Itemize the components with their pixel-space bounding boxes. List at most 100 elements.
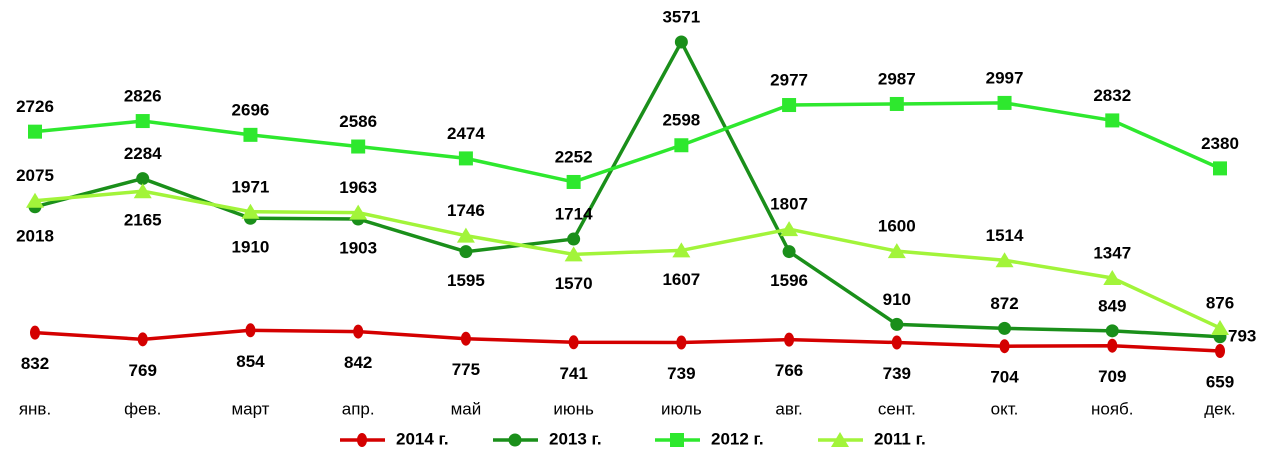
- legend-marker: [670, 433, 684, 447]
- point-marker: [890, 317, 904, 331]
- point-marker: [456, 227, 475, 243]
- point-marker: [780, 221, 799, 237]
- x-tick-label: март: [231, 399, 269, 418]
- data-label: 2284: [124, 144, 162, 163]
- legend-marker: [508, 433, 522, 447]
- point-marker: [241, 203, 260, 219]
- data-label: 1963: [339, 178, 377, 197]
- data-label: 2474: [447, 124, 485, 143]
- x-tick-label: сент.: [878, 399, 916, 418]
- legend-marker: [831, 432, 849, 447]
- point-marker: [784, 332, 795, 347]
- data-label: 739: [883, 364, 911, 383]
- point-marker: [351, 139, 366, 154]
- point-marker: [782, 98, 797, 113]
- data-label: 741: [559, 364, 587, 383]
- series-line: [34, 328, 1221, 353]
- series-line: [34, 189, 1221, 330]
- point-marker: [349, 204, 368, 220]
- data-label: 3571: [662, 7, 700, 26]
- x-tick-label: июнь: [553, 399, 594, 418]
- point-marker: [1103, 269, 1122, 285]
- data-label: 1570: [555, 274, 593, 293]
- legend-label: 2011 г.: [874, 429, 926, 448]
- data-label: 793: [1228, 326, 1256, 345]
- point-marker: [26, 192, 44, 208]
- x-tick-label: май: [451, 399, 482, 418]
- x-tick-label: янв.: [19, 399, 51, 418]
- data-label: 842: [344, 353, 372, 372]
- data-label: 2832: [1093, 86, 1131, 105]
- point-marker: [136, 172, 150, 186]
- data-label: 1514: [986, 226, 1024, 245]
- point-marker: [28, 124, 42, 139]
- point-marker: [459, 245, 473, 259]
- series-line: [34, 101, 1221, 184]
- data-label: 832: [21, 354, 49, 373]
- x-tick-label: нояб.: [1091, 399, 1134, 418]
- point-marker: [135, 114, 150, 129]
- x-tick-label: фев.: [124, 399, 161, 418]
- data-label: 2997: [986, 68, 1024, 87]
- data-label: 2165: [124, 211, 162, 230]
- legend-label: 2014 г.: [396, 429, 449, 448]
- point-marker: [567, 232, 581, 246]
- point-marker: [995, 252, 1014, 268]
- x-tick-label: дек.: [1204, 399, 1236, 418]
- data-label: 709: [1098, 367, 1126, 386]
- data-label: 1807: [770, 195, 808, 214]
- data-label: 1903: [339, 238, 377, 257]
- point-marker: [245, 323, 256, 338]
- data-label: 1596: [770, 271, 808, 290]
- point-marker: [133, 183, 152, 199]
- point-marker: [243, 127, 258, 142]
- data-label: 1595: [447, 271, 485, 290]
- data-label: 2598: [662, 111, 700, 130]
- data-label: 2696: [232, 100, 270, 119]
- x-tick-label: июль: [661, 399, 702, 418]
- point-marker: [1105, 113, 1120, 128]
- data-label: 1910: [232, 238, 270, 257]
- legend-marker: [357, 433, 367, 447]
- point-marker: [997, 95, 1012, 110]
- point-marker: [1107, 338, 1118, 353]
- data-label: 849: [1098, 296, 1126, 315]
- point-marker: [887, 243, 906, 259]
- legend-label: 2013 г.: [549, 429, 602, 448]
- data-label: 1600: [878, 217, 916, 236]
- point-marker: [674, 35, 688, 49]
- point-marker: [460, 331, 471, 346]
- point-marker: [1215, 344, 1225, 358]
- data-label: 1746: [447, 201, 485, 220]
- data-label: 854: [236, 352, 265, 371]
- x-tick-label: окт.: [991, 399, 1019, 418]
- point-marker: [999, 339, 1010, 354]
- point-marker: [568, 335, 579, 350]
- data-label: 2826: [124, 87, 162, 106]
- data-label: 2380: [1201, 134, 1239, 153]
- point-marker: [889, 96, 904, 111]
- series-line: [34, 38, 1221, 339]
- data-label: 766: [775, 361, 803, 380]
- data-label: 876: [1206, 293, 1234, 312]
- data-label: 2252: [555, 147, 593, 166]
- point-marker: [998, 321, 1012, 335]
- x-tick-label: авг.: [775, 399, 802, 418]
- point-marker: [458, 151, 473, 166]
- point-marker: [564, 246, 583, 262]
- data-label: 769: [129, 361, 157, 380]
- point-marker: [30, 325, 40, 340]
- point-marker: [891, 335, 902, 350]
- data-label: 1714: [555, 205, 593, 224]
- point-marker: [566, 174, 581, 189]
- data-label: 872: [990, 294, 1018, 313]
- data-label: 1347: [1093, 243, 1131, 262]
- point-marker: [1213, 161, 1227, 176]
- data-label: 1971: [232, 177, 270, 196]
- point-marker: [674, 138, 689, 153]
- point-marker: [1211, 319, 1229, 335]
- data-label: 775: [452, 360, 480, 379]
- point-marker: [1105, 324, 1119, 338]
- legend-label: 2012 г.: [711, 429, 764, 448]
